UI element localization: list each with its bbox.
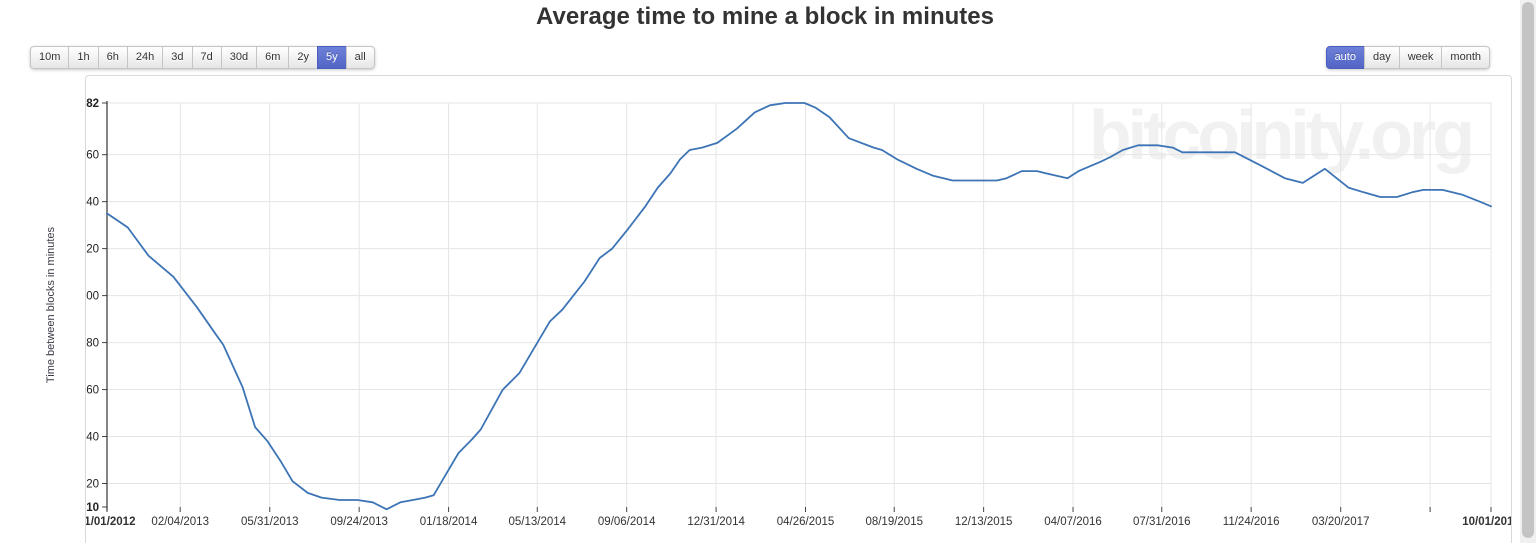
y-tick-label: 8.60	[86, 385, 99, 397]
x-tick-label: 10/01/2017	[1462, 516, 1511, 528]
x-tick-label: 04/07/2016	[1044, 516, 1102, 528]
x-tick-label: 12/31/2014	[687, 516, 745, 528]
y-tick-label: 8.20	[86, 479, 99, 491]
x-tick-label: 05/13/2014	[509, 516, 567, 528]
chart-panel: bitcoinity.org 11/01/2012 02/04/2013 05/31…	[85, 75, 1512, 543]
range-6m-button[interactable]: 6m	[256, 46, 290, 69]
y-tick-label: 9.40	[86, 197, 99, 209]
x-tick-label: 09/24/2013	[330, 516, 388, 528]
range-button-group: 10m 1h 6h 24h 3d 7d 30d 6m 2y 5y all	[30, 46, 375, 69]
y-tick-label: 8.40	[86, 432, 99, 444]
range-6h-button[interactable]: 6h	[97, 46, 128, 69]
watermark: bitcoinity.org	[1088, 96, 1475, 174]
series-line	[106, 102, 1492, 511]
x-tick-label: 08/19/2015	[865, 516, 923, 528]
y-tick-label: 9.82	[86, 98, 99, 110]
range-2y-button[interactable]: 2y	[288, 46, 319, 69]
range-all-button[interactable]: all	[345, 46, 375, 69]
scrollbar-thumb[interactable]	[1522, 2, 1534, 538]
range-10m-button[interactable]: 10m	[30, 46, 70, 69]
grouping-auto-button[interactable]: auto	[1325, 46, 1365, 69]
range-3d-button[interactable]: 3d	[162, 46, 193, 69]
y-tick-label: 9.60	[86, 150, 99, 162]
range-5y-button[interactable]: 5y	[317, 46, 347, 69]
scrollbar[interactable]	[1520, 0, 1536, 543]
x-tick-label: 09/06/2014	[598, 516, 656, 528]
range-7d-button[interactable]: 7d	[191, 46, 222, 69]
y-tick-label: 9.20	[86, 244, 99, 256]
y-tick-label: 8.80	[86, 338, 99, 350]
x-tick-label: 11/24/2016	[1223, 516, 1280, 528]
x-tick-label: 05/31/2013	[241, 516, 299, 528]
range-24h-button[interactable]: 24h	[126, 46, 164, 69]
grouping-day-button[interactable]: day	[1363, 46, 1400, 69]
range-1h-button[interactable]: 1h	[68, 46, 99, 69]
x-tick-label: 03/20/2017	[1312, 516, 1370, 528]
x-tick-label: 01/18/2014	[420, 516, 478, 528]
x-tick-label: 12/13/2015	[955, 516, 1013, 528]
grouping-button-group: auto day week month	[1325, 46, 1490, 69]
x-tick-label: 02/04/2013	[151, 516, 209, 528]
page-title: Average time to mine a block in minutes	[536, 3, 994, 30]
grouping-month-button[interactable]: month	[1441, 46, 1490, 69]
x-tick-label: 11/01/2012	[86, 516, 135, 528]
grouping-week-button[interactable]: week	[1398, 46, 1443, 69]
y-tick-label: 9.00	[86, 291, 99, 303]
x-tick-label: 04/26/2015	[777, 516, 835, 528]
y-tick-label: 8.10	[86, 502, 99, 514]
y-axis-title: Time between blocks in minutes	[45, 226, 57, 384]
chart-canvas: 11/01/2012 02/04/2013 05/31/2013 09/24/2013…	[86, 98, 1511, 528]
x-tick-label: 07/31/2016	[1133, 516, 1191, 528]
range-30d-button[interactable]: 30d	[220, 46, 258, 69]
